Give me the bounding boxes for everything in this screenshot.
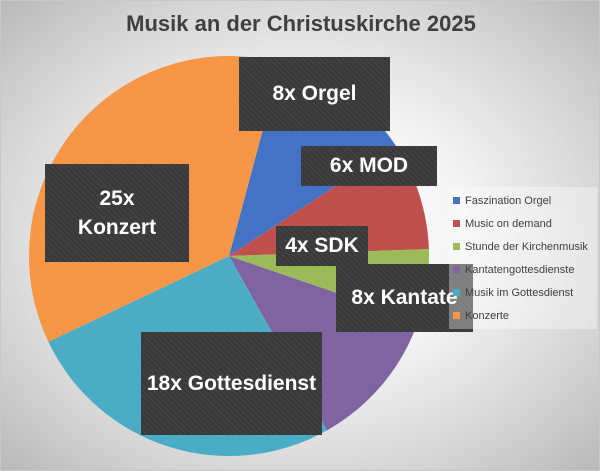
- legend-item: Kantatengottesdienste: [453, 258, 593, 281]
- legend-swatch: [453, 197, 460, 204]
- legend-label: Musik im Gottesdienst: [465, 286, 574, 299]
- data-label-gottesdienst-text: 18x Gottesdienst: [146, 371, 317, 395]
- legend-swatch: [453, 289, 460, 296]
- data-label-gottesdienst: 18x Gottesdienst: [141, 332, 322, 435]
- pie-slice-kantate: [229, 256, 419, 431]
- data-label-sdk-text: 4x SDK: [285, 234, 359, 258]
- data-label-orgel: 8x Orgel: [239, 57, 390, 131]
- legend-label: Kantatengottesdienste: [465, 263, 575, 276]
- legend-item: Stunde der Kirchenmusik: [453, 235, 593, 258]
- data-label-orgel-text: 8x Orgel: [272, 82, 357, 106]
- data-label-kantate-text: 8x Kantate: [351, 286, 458, 310]
- data-label-kantate: 8x Kantate: [336, 264, 473, 332]
- legend-label: Faszination Orgel: [465, 194, 552, 207]
- legend-item: Konzerte: [453, 304, 593, 327]
- legend-swatch: [453, 243, 460, 250]
- data-label-sdk: 4x SDK: [276, 226, 368, 266]
- legend-swatch: [453, 220, 460, 227]
- legend-label: Stunde der Kirchenmusik: [465, 240, 588, 253]
- legend-label: Konzerte: [465, 309, 510, 322]
- chart-title: Musik an der Christuskirche 2025: [126, 11, 476, 36]
- legend-item: Faszination Orgel: [453, 189, 593, 212]
- legend-item: Music on demand: [453, 212, 593, 235]
- data-label-mod-text: 6x MOD: [329, 154, 409, 178]
- legend-label: Music on demand: [465, 217, 552, 230]
- legend-item: Musik im Gottesdienst: [453, 281, 593, 304]
- data-label-konzert: 25x Konzert: [45, 164, 189, 262]
- legend: Faszination Orgel Music on demand Stunde…: [449, 187, 597, 329]
- data-label-mod: 6x MOD: [301, 146, 437, 186]
- legend-swatch: [453, 312, 460, 319]
- legend-swatch: [453, 266, 460, 273]
- data-label-konzert-text: 25x Konzert: [77, 186, 157, 239]
